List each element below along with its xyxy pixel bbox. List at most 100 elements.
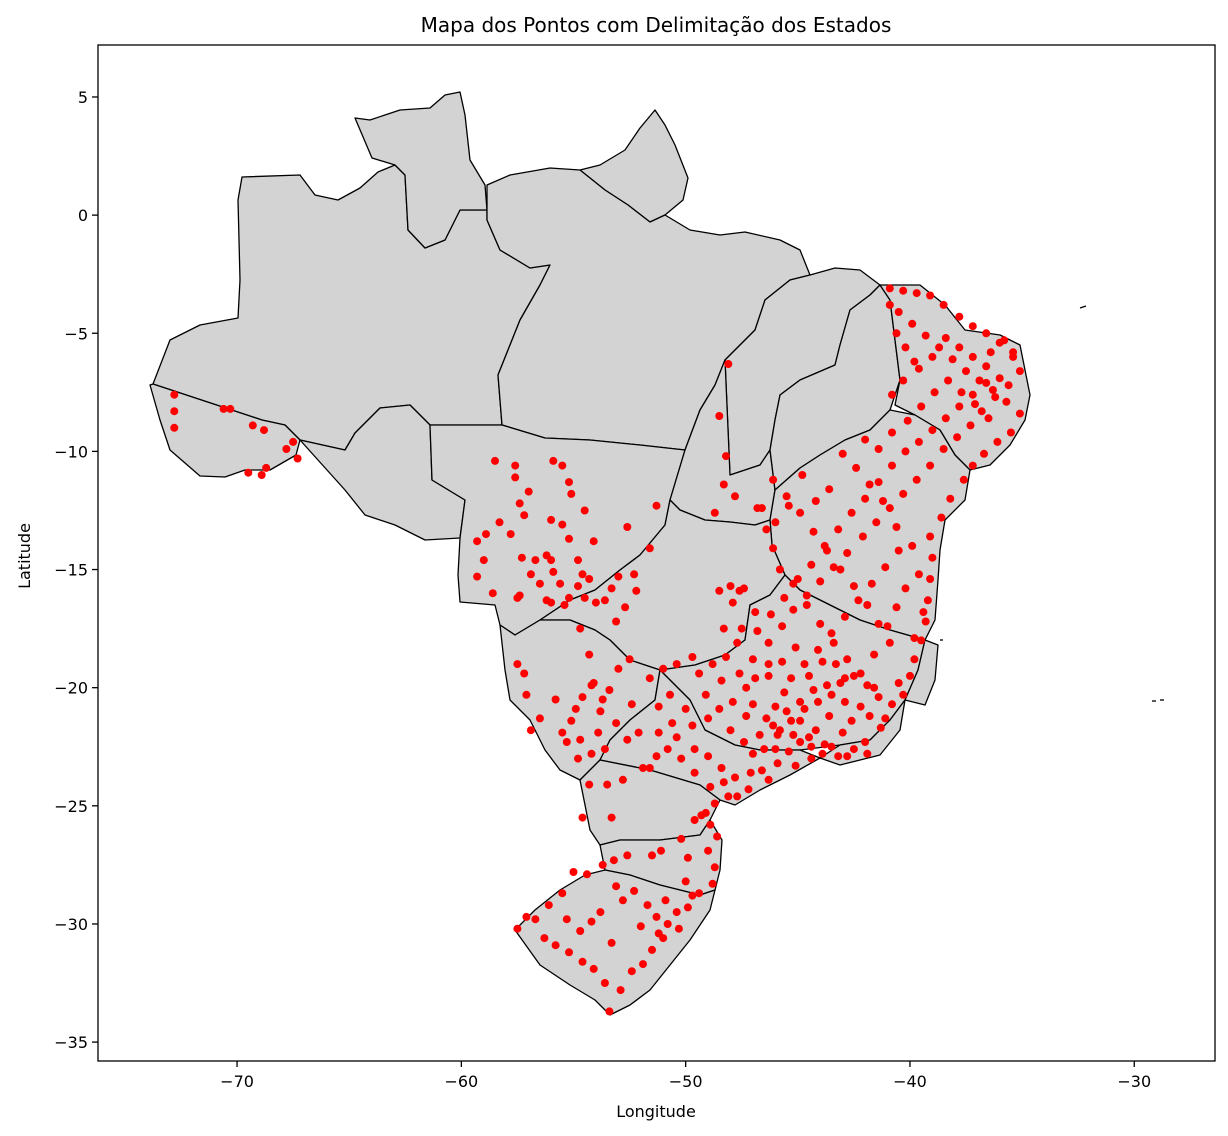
data-point [802,591,811,600]
data-point [823,681,831,690]
data-point [865,712,874,720]
data-point [926,532,935,541]
data-point [683,903,692,912]
data-point [1004,381,1013,390]
data-point [796,697,805,706]
data-point [733,638,742,647]
data-point [941,334,950,342]
data-point [565,593,573,602]
data-point [654,728,663,737]
data-point [782,707,791,716]
data-point [856,702,865,711]
data-point [885,300,894,309]
data-point [789,730,798,739]
data-point [811,497,820,505]
data-point [479,556,488,565]
data-point [589,964,598,973]
data-point [511,461,520,470]
data-point [728,697,737,706]
data-point [800,660,809,669]
data-point [919,608,928,617]
data-point [578,813,587,822]
data-point [861,435,870,444]
data-point [574,556,582,565]
data-point [809,686,818,694]
data-point [1002,397,1011,406]
data-point [910,634,919,643]
data-point [982,378,991,387]
data-point [888,461,896,470]
data-point [968,461,977,470]
data-point [661,896,670,905]
data-point [982,329,991,338]
data-point [170,407,179,416]
data-point [787,716,796,725]
data-point [663,920,672,928]
data-point [612,882,621,891]
data-point [764,775,773,784]
data-point [762,525,771,534]
data-point [715,412,724,420]
data-point [531,556,540,565]
data-point [764,638,773,647]
data-point [585,650,594,659]
data-point [708,879,717,888]
data-point [879,497,887,505]
data-point [982,362,991,371]
data-point [885,284,894,293]
data-point [829,638,838,647]
data-point [636,922,645,931]
data-point [681,704,690,713]
data-point [289,437,298,446]
data-point [594,728,603,737]
data-point [672,908,681,917]
data-point [780,688,789,697]
data-point [1015,367,1024,376]
data-point [704,752,713,761]
data-point [793,575,802,583]
data-point [657,846,665,855]
data-point [540,934,549,943]
data-point [988,386,997,394]
data-point [652,501,661,510]
data-point [930,388,939,397]
data-point [935,343,944,352]
data-point [870,683,879,692]
data-point [724,792,733,801]
data-point [556,579,565,588]
data-point [766,610,775,619]
data-point [906,671,914,680]
data-point [567,716,576,725]
data-point [600,979,609,987]
data-point [968,322,977,331]
data-point [618,775,627,784]
data-point [836,565,845,574]
data-point [547,515,556,524]
data-point [547,598,556,607]
data-point [170,390,179,399]
data-point [818,657,827,666]
data-point [874,445,883,453]
data-point [874,619,883,628]
data-point [840,612,849,621]
data-point [888,700,896,709]
y-tick-label: −35 [54,1033,88,1052]
data-point [867,579,876,588]
data-point [535,579,544,588]
data-point [652,912,661,921]
data-point [807,754,816,763]
data-point [831,660,840,669]
data-point [957,388,966,397]
data-point [488,589,497,598]
data-point [977,407,986,416]
data-point [800,704,809,713]
data-point [495,518,504,527]
data-point [688,721,697,730]
data-point [899,690,908,699]
data-point [574,754,582,763]
data-point [937,513,946,522]
data-point [600,596,609,605]
data-point [630,570,639,579]
data-point [854,596,863,605]
plot-frame [97,44,1216,1062]
